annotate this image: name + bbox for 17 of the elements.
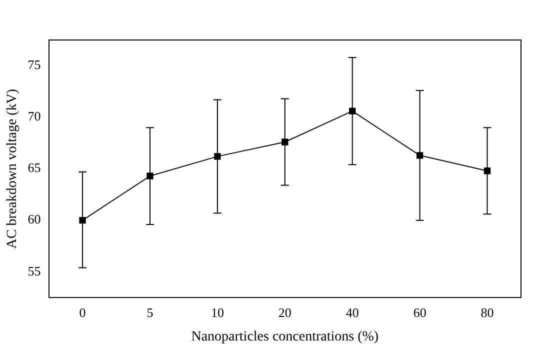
x-tick-label: 10 [210,304,224,320]
x-tick-label: 40 [346,304,359,320]
x-tick-label: 80 [480,304,494,320]
point [214,153,221,160]
x-tick-label: 60 [413,304,426,320]
point [146,172,154,180]
x-axis-title: Nanoparticles concentrations (%) [191,329,379,344]
y-tick-label: 60 [28,212,41,227]
x-tick-label: 0 [79,304,86,320]
x-tick-label: 5 [146,304,154,320]
point [79,216,86,224]
y-tick-label: 55 [28,263,41,278]
y-axis-title: AC breakdown voltage (kV) [5,88,20,249]
x-tick-label: 20 [278,304,292,320]
y-tick-label: 70 [28,108,41,124]
y-tick-label: 75 [28,57,41,72]
y-tick-label: 65 [28,160,41,176]
